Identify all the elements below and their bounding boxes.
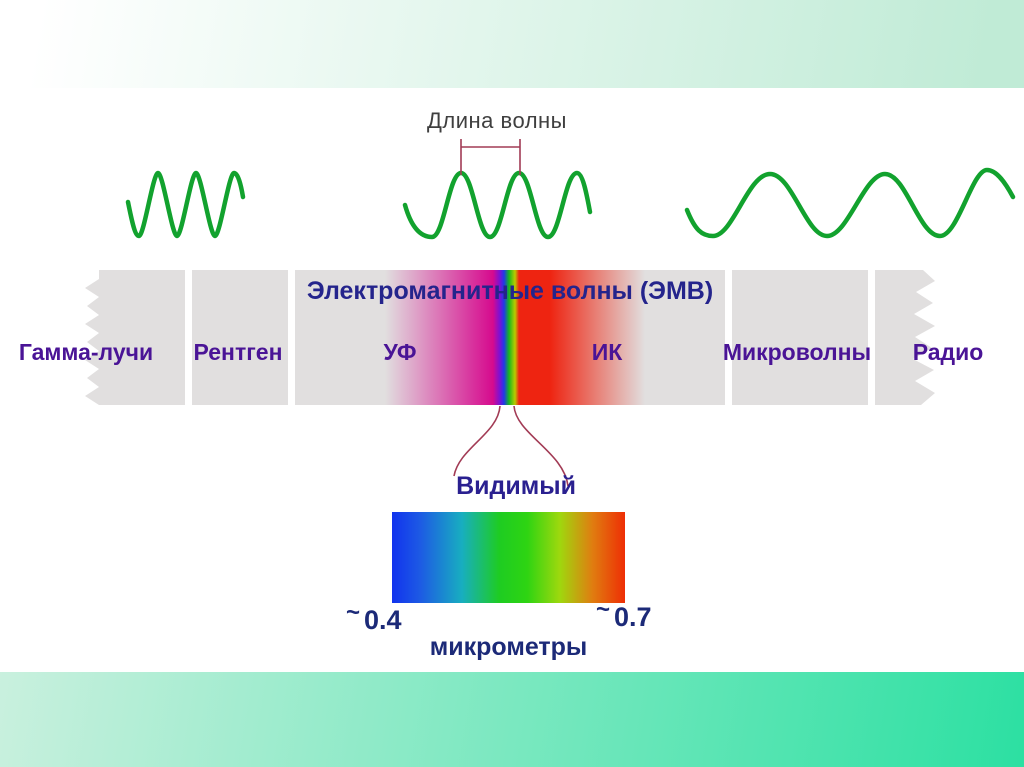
visible-spectrum-gradient-bar xyxy=(392,512,625,603)
wavelength-label: Длина волны xyxy=(426,108,567,133)
bar-divider xyxy=(288,270,295,405)
bar-divider xyxy=(868,270,875,405)
long-wavelength-wave-icon xyxy=(684,167,1016,239)
top-gradient-band xyxy=(0,0,1024,88)
section-label-gamma: Гамма-лучи xyxy=(18,339,154,365)
section-label-xray: Рентген xyxy=(193,339,283,365)
scale-number-left: 0.4 xyxy=(364,605,402,635)
wavelength-bracket xyxy=(460,139,521,175)
approx-tilde: ~ xyxy=(346,599,361,626)
spectrum-bar-title: Электромагнитные волны (ЭМВ) xyxy=(306,277,714,305)
approx-tilde: ~ xyxy=(596,596,611,623)
short-wavelength-wave-icon xyxy=(125,170,246,239)
section-label-uv: УФ xyxy=(383,339,417,365)
scale-unit-label: микрометры xyxy=(429,633,588,661)
bar-divider xyxy=(185,270,192,405)
medium-wavelength-wave-icon xyxy=(402,170,593,240)
bar-divider xyxy=(725,270,732,405)
section-label-ir: ИК xyxy=(591,339,623,365)
scale-value-right: ~0.7 xyxy=(596,596,652,633)
scale-value-left: ~0.4 xyxy=(346,599,402,636)
bottom-gradient-band xyxy=(0,672,1024,767)
section-label-microwave: Микроволны xyxy=(722,339,872,365)
scale-number-right: 0.7 xyxy=(614,602,652,632)
visible-spectrum-label: Видимый xyxy=(456,472,576,500)
spectrum-bar: Электромагнитные волны (ЭМВ) xyxy=(85,270,935,405)
section-label-radio: Радио xyxy=(912,339,984,365)
